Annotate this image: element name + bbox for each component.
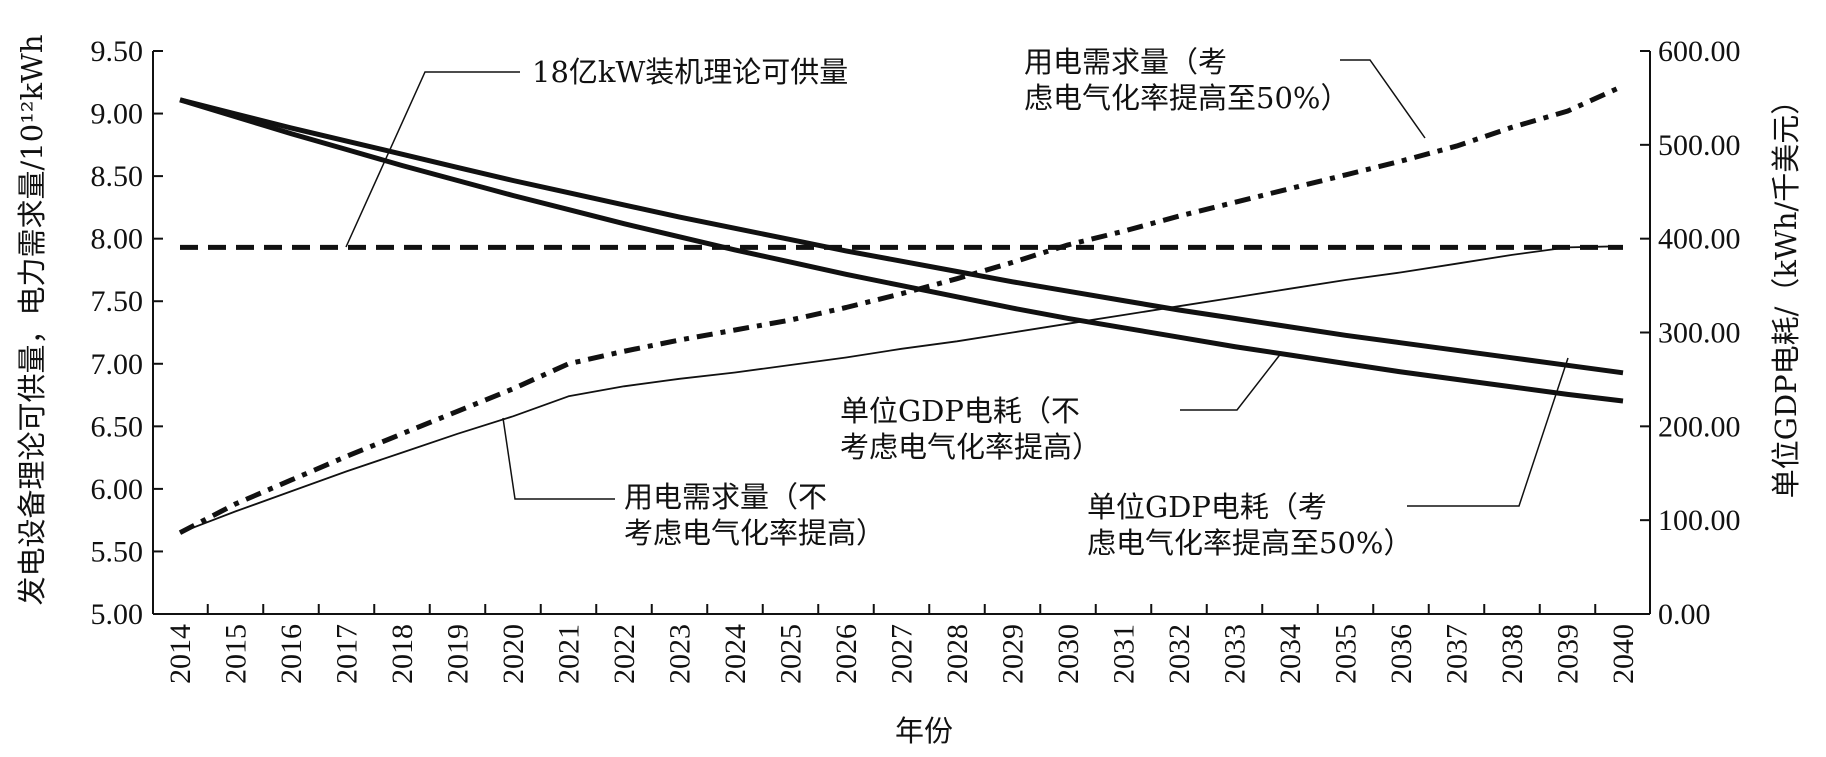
leader-demand-no-electrification — [502, 417, 615, 500]
x-tick-label: 2028 — [941, 624, 974, 684]
x-tick-label: 2024 — [719, 624, 752, 684]
left-y-tick-label: 6.50 — [91, 410, 144, 443]
annotation-gdp-intensity-no-electrification: 单位GDP电耗（不考虑电气化率提高） — [840, 394, 1101, 464]
annotation-demand-50: 用电需求量（考虑电气化率提高至50%） — [1024, 45, 1349, 115]
x-tick-label: 2035 — [1330, 624, 1363, 684]
left-y-tick-label: 7.00 — [91, 348, 144, 381]
x-tick-label: 2034 — [1274, 624, 1307, 684]
right-y-tick-label: 200.00 — [1658, 410, 1741, 443]
left-y-tick-label: 5.50 — [91, 535, 144, 568]
x-tick-label: 2040 — [1607, 624, 1640, 684]
x-tick-label: 2036 — [1385, 624, 1418, 684]
series-layer — [178, 83, 1625, 535]
right-y-tick-label: 0.00 — [1658, 598, 1711, 631]
annotation-supply-18gw-line: 18亿kW装机理论可供量 — [532, 55, 848, 89]
leader-gdp-intensity-electrification-50 — [1407, 357, 1569, 507]
left-y-tick-label: 5.00 — [91, 598, 144, 631]
right-y-tick-label: 500.00 — [1658, 129, 1741, 162]
x-tick-label: 2018 — [386, 624, 419, 684]
x-tick-label: 2039 — [1552, 624, 1585, 684]
x-tick-label: 2022 — [608, 624, 641, 684]
x-tick-label: 2029 — [997, 624, 1030, 684]
annotation-demand-no-electrification-line: 考虑电气化率提高） — [624, 516, 885, 550]
right-y-tick-label: 100.00 — [1658, 504, 1741, 537]
left-y-tick-label: 6.00 — [91, 473, 144, 506]
annotations: 18亿kW装机理论可供量 用电需求量（考虑电气化率提高至50%）单位GDP电耗（不… — [345, 45, 1569, 560]
annotation-demand-50-line: 用电需求量（考 — [1024, 45, 1227, 79]
x-tick-label: 2017 — [331, 624, 364, 684]
annotation-gdp-intensity-electrification-50-line: 虑电气化率提高至50%） — [1087, 526, 1412, 560]
leader-demand-50 — [1340, 59, 1426, 139]
x-tick-label: 2021 — [553, 624, 586, 684]
x-tick-label: 2016 — [275, 624, 308, 684]
x-tick-label: 2026 — [830, 624, 863, 684]
left-y-tick-label: 8.50 — [91, 160, 144, 193]
annotation-demand-50-line: 虑电气化率提高至50%） — [1024, 81, 1349, 115]
x-tick-label: 2014 — [164, 624, 197, 684]
annotation-gdp-intensity-electrification-50: 单位GDP电耗（考虑电气化率提高至50%） — [1087, 490, 1412, 560]
annotation-demand-no-electrification-line: 用电需求量（不 — [624, 480, 827, 514]
x-tick-label: 2025 — [775, 624, 808, 684]
x-tick-label: 2019 — [442, 624, 475, 684]
x-axis-title: 年份 — [895, 714, 953, 748]
series-line-demand-line-electrification-50 — [178, 83, 1625, 535]
series-line-gdp-intensity-line-electrification-50 — [179, 97, 1624, 404]
right-y-tick-label: 400.00 — [1658, 223, 1741, 256]
leader-supply-18gw — [345, 71, 520, 248]
leader-gdp-intensity-no-electrification — [1180, 351, 1283, 411]
x-tick-label: 2031 — [1108, 624, 1141, 684]
annotation-gdp-intensity-no-electrification-line: 考虑电气化率提高） — [840, 430, 1101, 464]
x-tick-label: 2032 — [1163, 624, 1196, 684]
right-y-tick-label: 600.00 — [1658, 35, 1741, 68]
left-y-axis-title: 发电设备理论可供量，电力需求量/10¹²kWh — [15, 35, 49, 606]
x-tick-label: 2033 — [1219, 624, 1252, 684]
x-tick-label: 2015 — [220, 624, 253, 684]
x-tick-label: 2038 — [1496, 624, 1529, 684]
x-tick-label: 2037 — [1441, 624, 1474, 684]
left-y-tick-label: 8.00 — [91, 223, 144, 256]
left-y-tick-label: 9.50 — [91, 35, 144, 68]
x-tick-label: 2020 — [497, 624, 530, 684]
annotation-gdp-intensity-electrification-50-line: 单位GDP电耗（考 — [1087, 490, 1327, 524]
left-y-tick-label: 9.00 — [91, 98, 144, 131]
right-y-tick-label: 300.00 — [1658, 317, 1741, 350]
annotation-supply-18gw: 18亿kW装机理论可供量 — [532, 55, 848, 89]
series-line-demand-line-no-electrification — [179, 245, 1624, 534]
series-line-gdp-intensity-line-no-electrification — [179, 97, 1624, 376]
x-tick-label: 2023 — [664, 624, 697, 684]
axes: 5.00 5.50 6.00 6.50 7.00 7.50 8.00 8.50 9.00 9.50… — [91, 35, 1741, 684]
annotation-gdp-intensity-no-electrification-line: 单位GDP电耗（不 — [840, 394, 1080, 428]
right-y-axis-title: 单位GDP电耗/（kWh/千美元） — [1769, 86, 1803, 499]
left-y-tick-label: 7.50 — [91, 285, 144, 318]
x-tick-label: 2027 — [886, 624, 919, 684]
annotation-demand-no-electrification: 用电需求量（不考虑电气化率提高） — [624, 480, 885, 550]
x-tick-label: 2030 — [1052, 624, 1085, 684]
